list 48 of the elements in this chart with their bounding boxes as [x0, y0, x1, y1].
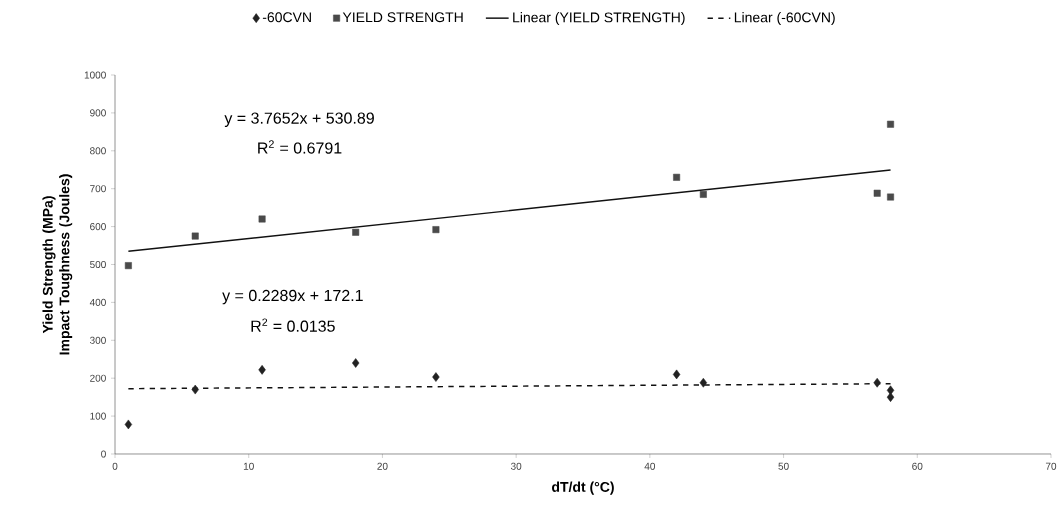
y-tick-label: 700: [90, 185, 106, 193]
point: [699, 190, 707, 198]
legend-label: Linear (-60CVN): [734, 12, 835, 26]
y-tick-label: 900: [90, 109, 106, 117]
y-axis-title: Yield Strength (MPa) Impact Toughness (Joules): [42, 174, 73, 355]
x-axis-title: dT/dt (°C): [552, 481, 614, 495]
legend-label: Linear (YIELD STRENGTH): [513, 12, 685, 26]
point: [124, 419, 133, 430]
y-tick-label: 500: [90, 260, 106, 269]
y-tick-label: 600: [90, 223, 106, 231]
point: [191, 232, 199, 240]
x-tick-label: 0: [112, 462, 118, 470]
x-tick-label: 70: [1045, 462, 1057, 470]
y-tick-label: 300: [89, 336, 106, 344]
point: [886, 392, 895, 402]
point: [873, 189, 881, 197]
annotation: R$^{2}$ = 0.0135: [251, 318, 335, 332]
x-tick-label: 60: [912, 462, 923, 470]
legend-label: -60CVN: [262, 12, 311, 23]
y-tick-label: 200: [90, 374, 106, 382]
point: [673, 173, 681, 181]
point: [124, 262, 132, 270]
y-tick-label: 0: [101, 450, 106, 458]
x-tick-label: 40: [644, 462, 656, 470]
point: [699, 377, 708, 388]
point: [258, 365, 266, 375]
point: [432, 226, 440, 234]
x-tick-label: 30: [510, 462, 522, 470]
y-tick-label: 800: [90, 147, 106, 155]
point: [352, 228, 360, 236]
y-tick-label: 400: [89, 298, 106, 306]
point: [672, 369, 681, 380]
point: [432, 372, 440, 382]
y-tick-label: 1000: [84, 71, 106, 79]
annotation: R$^{2}$ = 0.6791: [258, 140, 342, 154]
point: [191, 384, 199, 395]
annotation: y = 0.2289x + 172.1: [222, 289, 363, 305]
point: [887, 193, 895, 201]
x-tick-label: 50: [778, 462, 789, 470]
point: [352, 358, 360, 368]
y-tick-label: 100: [90, 412, 106, 420]
x-tick-label: 10: [243, 462, 254, 470]
point: [258, 215, 266, 223]
x-tick-label: 20: [377, 462, 388, 470]
legend-label: YIELD STRENGTH: [342, 12, 463, 23]
point: [873, 377, 881, 388]
point: [887, 120, 895, 128]
annotation: y = 3.7652x + 530.89: [224, 112, 374, 127]
